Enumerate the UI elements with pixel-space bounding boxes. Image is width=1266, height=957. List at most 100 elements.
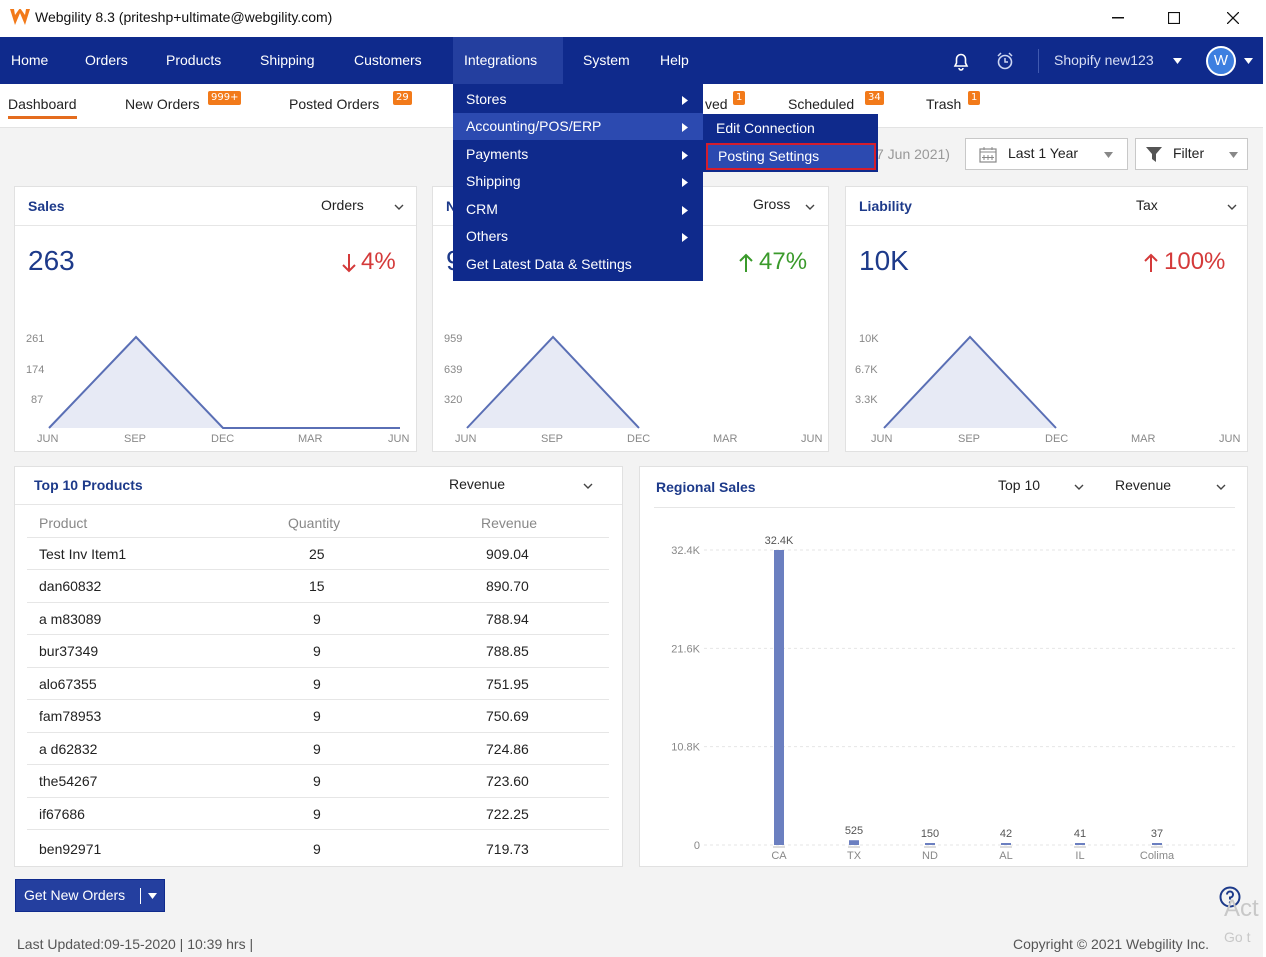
col-header-quantity: Quantity <box>288 515 341 531</box>
caret-down-icon[interactable] <box>148 893 157 899</box>
avatar-chevron-icon[interactable] <box>1244 58 1253 64</box>
menu-item-label: Shipping <box>466 173 521 189</box>
bar[interactable] <box>1001 843 1011 845</box>
chevron-down-icon[interactable] <box>1074 482 1084 492</box>
table-row[interactable]: the54267 9 723.60 <box>27 764 609 796</box>
x-tick: JUN <box>388 433 409 445</box>
menu-item-shipping[interactable]: Shipping <box>453 168 703 195</box>
main-navbar: Home Orders Products Shipping Customers … <box>0 37 1263 84</box>
y-tick-label: 21.6K <box>671 643 700 655</box>
net-trend-chart: 959 639 320 JUN SEP DEC MAR JUN <box>444 333 822 445</box>
net-metric-select[interactable]: Gross <box>753 196 791 212</box>
regional-top-select[interactable]: Top 10 <box>998 477 1041 493</box>
sales-trend-chart: 261 174 87 JUN SEP DEC MAR JUN <box>26 333 409 445</box>
nav-home[interactable]: Home <box>11 52 49 68</box>
sales-card: Sales Orders 263 4% 261 174 87 JUN SEP D… <box>14 186 417 452</box>
nav-help[interactable]: Help <box>660 52 689 68</box>
product-revenue: 909.04 <box>486 546 529 562</box>
card-divider <box>846 225 1247 226</box>
avatar[interactable]: W <box>1206 46 1236 76</box>
help-icon[interactable] <box>1219 886 1241 908</box>
x-tick-label: CA <box>771 850 787 862</box>
menu-item-label: Stores <box>466 91 507 107</box>
menu-item-others[interactable]: Others <box>453 223 703 250</box>
table-row[interactable]: alo67355 9 751.95 <box>27 667 609 699</box>
top-products-metric-select[interactable]: Revenue <box>449 476 506 492</box>
chevron-right-icon <box>682 123 688 132</box>
nav-shipping[interactable]: Shipping <box>260 52 315 68</box>
bell-icon[interactable] <box>951 51 971 71</box>
product-quantity: 9 <box>313 643 321 659</box>
webgility-logo-icon <box>10 9 30 25</box>
menu-item-stores[interactable]: Stores <box>453 86 703 113</box>
menu-item-edit-connection[interactable]: Edit Connection <box>703 115 878 142</box>
close-icon[interactable] <box>1211 6 1255 30</box>
x-tick: DEC <box>211 433 234 445</box>
chevron-down-icon[interactable] <box>1216 482 1226 492</box>
footer: Last Updated:09-15-2020 | 10:39 hrs | Co… <box>0 928 1263 957</box>
top-products-card: Top 10 Products Revenue Product Quantity… <box>14 466 623 867</box>
table-row[interactable]: bur37349 9 788.85 <box>27 634 609 666</box>
regional-metric-select[interactable]: Revenue <box>1115 477 1172 493</box>
table-row[interactable]: a d62832 9 724.86 <box>27 732 609 764</box>
store-selector[interactable]: Shopify new123 <box>1054 52 1154 68</box>
tab-trash[interactable]: Trash <box>926 96 962 112</box>
menu-item-accounting[interactable]: Accounting/POS/ERP <box>453 113 703 140</box>
table-row[interactable]: ben92971 9 719.73 <box>27 829 609 866</box>
tab-archived[interactable]: ved <box>705 96 728 112</box>
menu-item-get-latest[interactable]: Get Latest Data & Settings <box>453 251 703 278</box>
nav-integrations[interactable]: Integrations <box>453 37 563 84</box>
filter-button[interactable]: Filter <box>1135 138 1248 170</box>
chevron-down-icon[interactable] <box>583 481 593 491</box>
table-row[interactable]: fam78953 9 750.69 <box>27 699 609 731</box>
chevron-down-icon[interactable] <box>1227 202 1237 212</box>
nav-orders[interactable]: Orders <box>85 52 128 68</box>
y-tick-label: 0 <box>694 840 700 852</box>
regional-sales-title: Regional Sales <box>656 479 756 495</box>
date-range-select[interactable]: Last 1 Year <box>965 138 1128 170</box>
table-row[interactable]: Test Inv Item1 25 909.04 <box>27 537 609 569</box>
product-quantity: 25 <box>309 546 325 562</box>
alarm-clock-icon[interactable] <box>995 51 1015 71</box>
trash-badge: 1 <box>968 91 981 105</box>
menu-item-label: Payments <box>466 146 529 162</box>
get-new-orders-button[interactable]: Get New Orders <box>15 879 165 912</box>
maximize-icon[interactable] <box>1152 6 1196 30</box>
col-header-revenue: Revenue <box>481 515 538 531</box>
tab-posted-orders[interactable]: Posted Orders <box>289 96 380 112</box>
tab-dashboard[interactable]: Dashboard <box>8 96 77 119</box>
x-tick: SEP <box>124 433 146 445</box>
liability-metric-select[interactable]: Tax <box>1136 197 1158 213</box>
menu-item-posting-settings[interactable]: Posting Settings <box>706 143 876 170</box>
bar[interactable] <box>1075 843 1085 845</box>
bar[interactable] <box>849 840 859 845</box>
net-card-title: N <box>446 198 457 214</box>
y-tick-label: 10.8K <box>671 742 700 754</box>
menu-item-label: Accounting/POS/ERP <box>466 118 602 134</box>
sales-metric-select[interactable]: Orders <box>321 197 364 213</box>
chevron-down-icon[interactable] <box>805 202 815 212</box>
y-tick: 6.7K <box>855 364 878 376</box>
nav-customers[interactable]: Customers <box>354 52 422 68</box>
menu-item-payments[interactable]: Payments <box>453 141 703 168</box>
table-row[interactable]: a m83089 9 788.94 <box>27 602 609 634</box>
bar[interactable] <box>774 550 784 845</box>
nav-system[interactable]: System <box>583 52 630 68</box>
table-row[interactable]: if67686 9 722.25 <box>27 797 609 829</box>
table-row[interactable]: dan60832 15 890.70 <box>27 569 609 601</box>
tab-new-orders[interactable]: New Orders <box>125 96 200 112</box>
bar[interactable] <box>1152 843 1162 845</box>
nav-products[interactable]: Products <box>166 52 222 68</box>
trend-line <box>466 335 640 429</box>
chevron-right-icon <box>682 96 688 105</box>
menu-item-crm[interactable]: CRM <box>453 196 703 223</box>
x-tick: JUN <box>1219 433 1240 445</box>
minimize-icon[interactable] <box>1096 6 1140 30</box>
bar[interactable] <box>925 843 935 845</box>
x-tick: MAR <box>298 433 323 445</box>
product-name: alo67355 <box>39 676 97 692</box>
menu-item-label: Others <box>466 228 509 244</box>
nav-divider <box>1038 49 1039 73</box>
tab-scheduled[interactable]: Scheduled <box>788 96 855 112</box>
chevron-down-icon[interactable] <box>394 202 404 212</box>
